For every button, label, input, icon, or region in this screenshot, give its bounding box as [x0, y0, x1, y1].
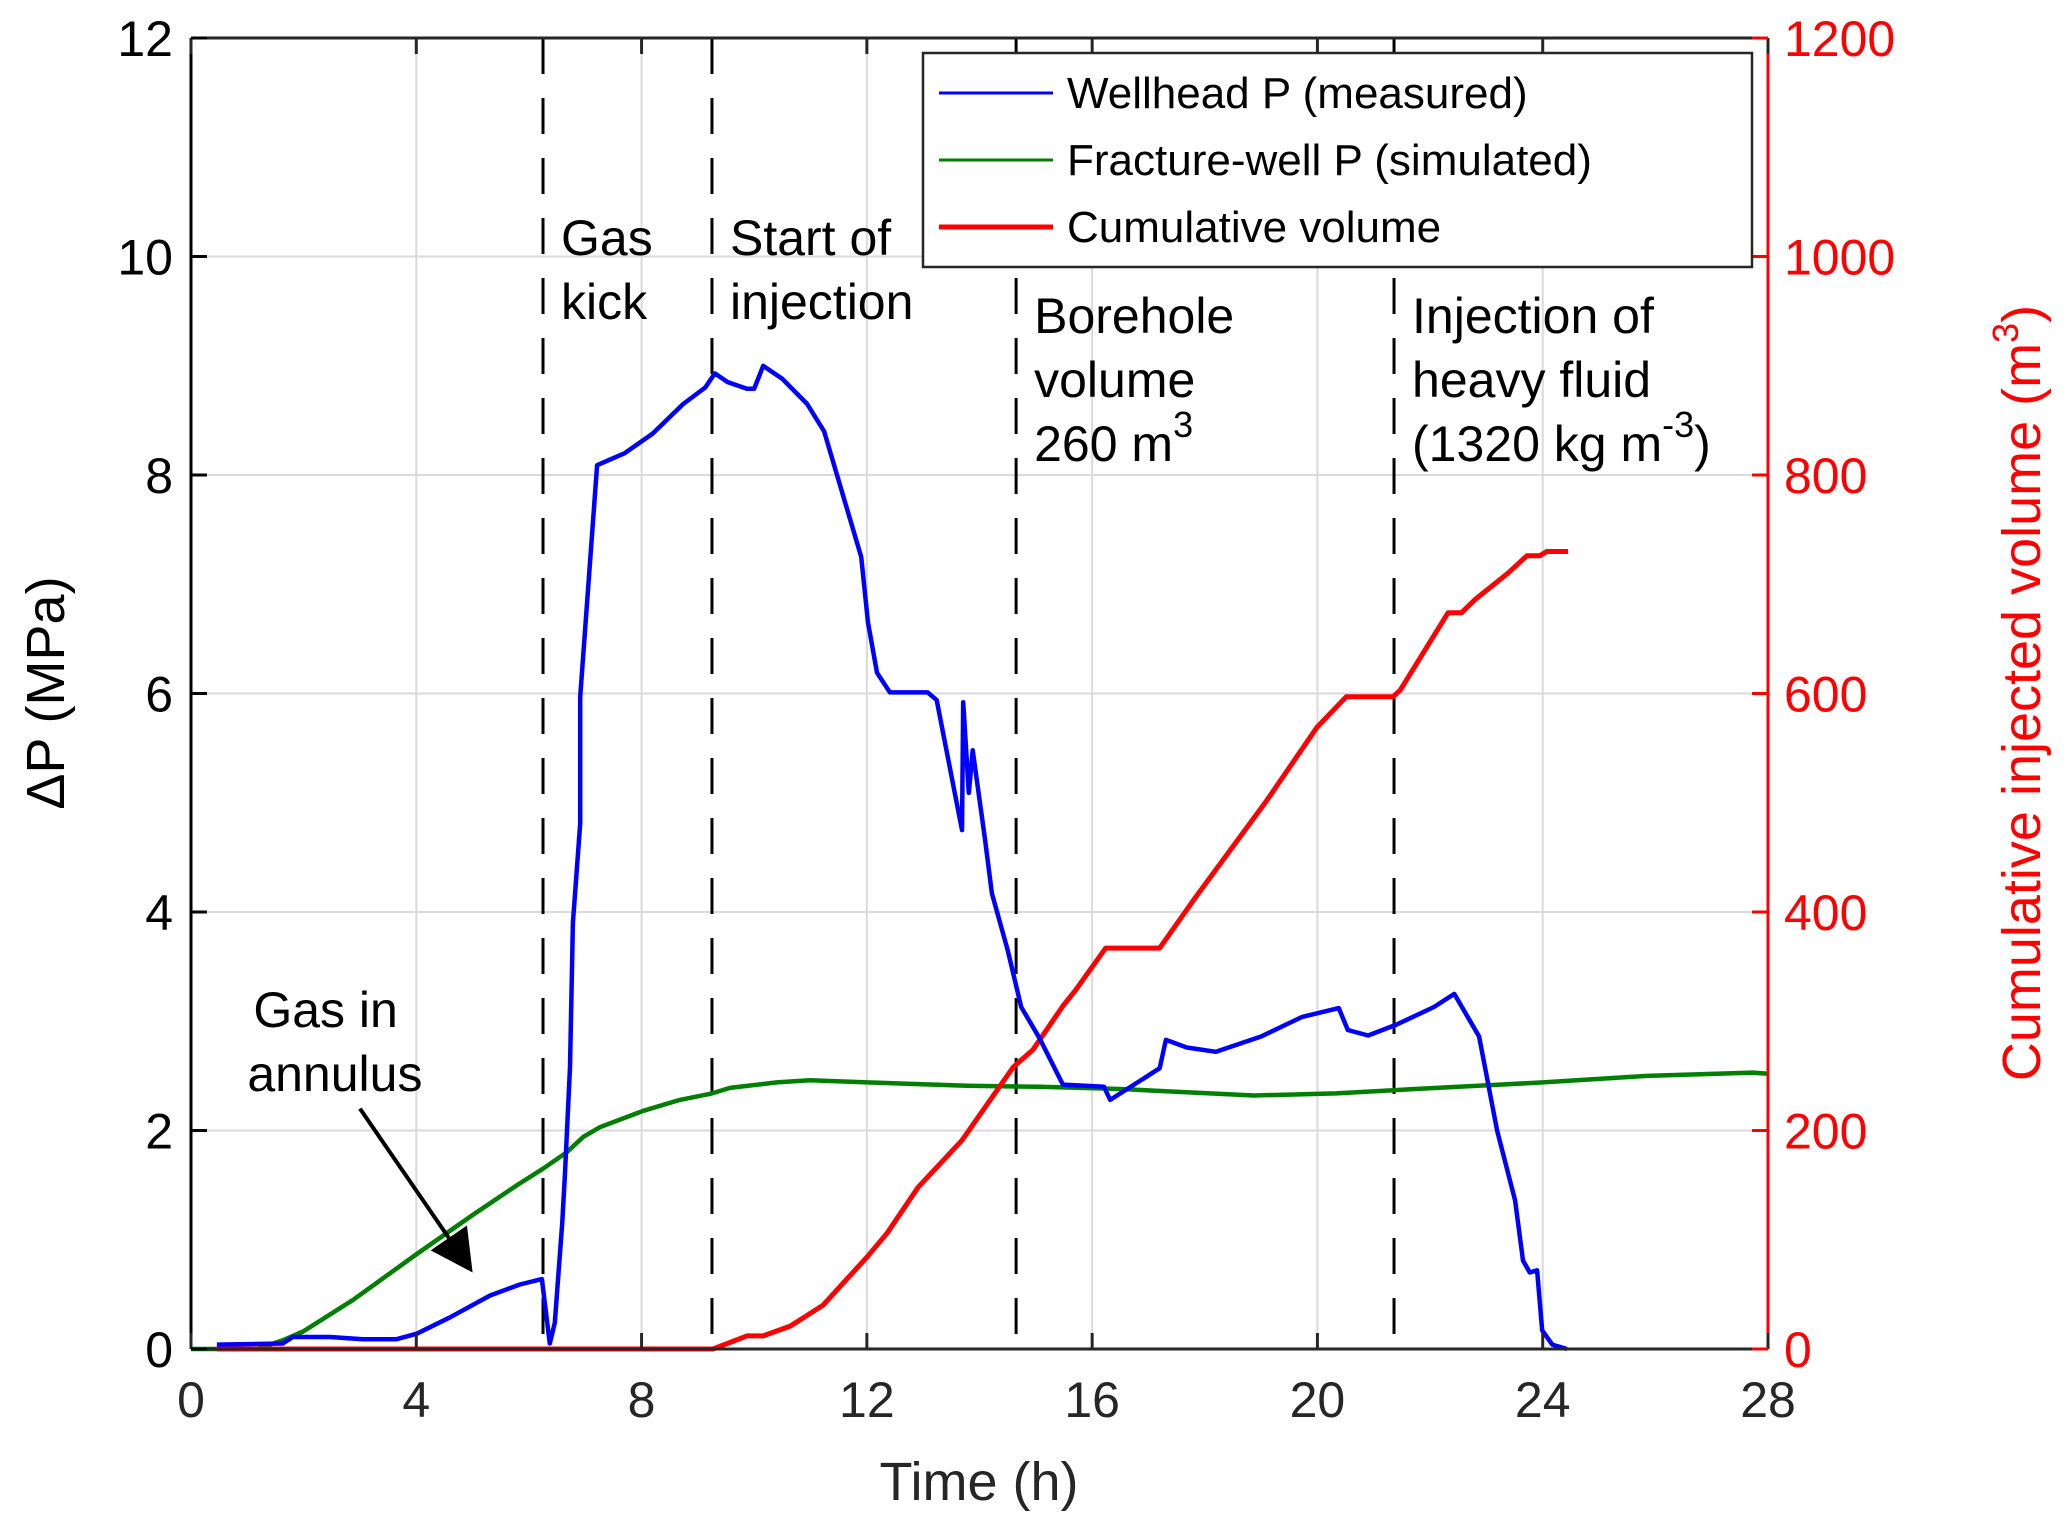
- y-right-tick-label: 200: [1784, 1104, 1867, 1160]
- legend-box: [921, 51, 1754, 269]
- x-tick-label: 20: [1290, 1372, 1346, 1428]
- x-tick-label: 8: [628, 1372, 656, 1428]
- event-label: Gas kick: [561, 210, 653, 330]
- x-tick-label: 12: [839, 1372, 895, 1428]
- x-tick-label: 24: [1515, 1372, 1571, 1428]
- event-label-sup: -3: [1662, 404, 1694, 445]
- y-right-tick-label: 1000: [1784, 230, 1895, 286]
- y-axis-right-label: Cumulative injected volume (m3): [1985, 305, 2052, 1081]
- legend-label: Cumulative volume: [1067, 203, 1441, 252]
- series-line-cumulative-volume: [216, 549, 1569, 1352]
- y-axis-right-label-close: ): [1992, 305, 2052, 323]
- event-label-line: heavy fluid: [1412, 352, 1651, 408]
- y-right-tick-label: 800: [1784, 448, 1867, 504]
- annotation-arrow-head: [430, 1225, 473, 1273]
- annotation-label-line: annulus: [247, 1046, 422, 1102]
- event-label: Borehole volume 260 m3: [1034, 288, 1234, 472]
- legend: Wellhead P (measured) Fracture-well P (si…: [921, 51, 1754, 269]
- y-right-tick-label: 0: [1784, 1322, 1812, 1378]
- x-tick-label: 4: [402, 1372, 430, 1428]
- event-label-line: (1320 kg m: [1412, 416, 1662, 472]
- annotation-arrow-shaft: [358, 1107, 451, 1240]
- event-label-line: Injection of: [1412, 288, 1654, 344]
- series-line-wellhead-p-measured: [216, 363, 1568, 1352]
- annotations: Gas kick Start of injection Borehole volume 26…: [247, 210, 1711, 1273]
- event-label-line: kick: [561, 274, 648, 330]
- x-tick-label: 16: [1064, 1372, 1120, 1428]
- y-tick-label: 2: [145, 1104, 173, 1160]
- tick-labels: 0 4 8 12 16 20 24 28024681012020040060080010001…: [117, 11, 1895, 1428]
- y-tick-label: 8: [145, 448, 173, 504]
- event-label-suffix: ): [1694, 416, 1711, 472]
- event-label-line: Borehole: [1034, 288, 1234, 344]
- y-axis-right-label-sup: 3: [1985, 323, 2026, 343]
- event-label-line: 260 m: [1034, 416, 1173, 472]
- event-lines: [541, 38, 1396, 1349]
- event-label-sup: 3: [1173, 404, 1193, 445]
- y-tick-label: 0: [145, 1322, 173, 1378]
- axes: [189, 36, 1770, 1351]
- y-right-tick-label: 600: [1784, 667, 1867, 723]
- legend-label: Wellhead P (measured): [1067, 69, 1528, 118]
- event-label-line: volume: [1034, 352, 1195, 408]
- event-label-line: injection: [730, 274, 913, 330]
- y-right-tick-label: 400: [1784, 885, 1867, 941]
- series-line-fracture-well-p-simulated: [191, 1070, 1769, 1352]
- x-tick-label: 28: [1740, 1372, 1796, 1428]
- legend-label: Fracture-well P (simulated): [1067, 136, 1592, 185]
- y-right-tick-label: 1200: [1784, 11, 1895, 67]
- series-group: [191, 363, 1769, 1352]
- event-label: Start of injection: [730, 210, 913, 330]
- y-axis-label: ΔP (MPa): [16, 576, 76, 809]
- event-label-line: Start of: [730, 210, 891, 266]
- x-axis-label: Time (h): [880, 1452, 1079, 1512]
- annotation-label: Gas in annulus: [247, 982, 422, 1102]
- y-tick-label: 6: [145, 667, 173, 723]
- x-tick-label: 0: [177, 1372, 205, 1428]
- event-label-line: Gas: [561, 210, 653, 266]
- y-axis-right-label-main: Cumulative injected volume (m: [1992, 343, 2052, 1081]
- y-tick-label: 10: [117, 230, 173, 286]
- y-tick-label: 4: [145, 885, 173, 941]
- event-label: Injection of heavy fluid (1320 kg m-3): [1412, 288, 1711, 472]
- annotation-label-line: Gas in: [253, 982, 398, 1038]
- y-tick-label: 12: [117, 11, 173, 67]
